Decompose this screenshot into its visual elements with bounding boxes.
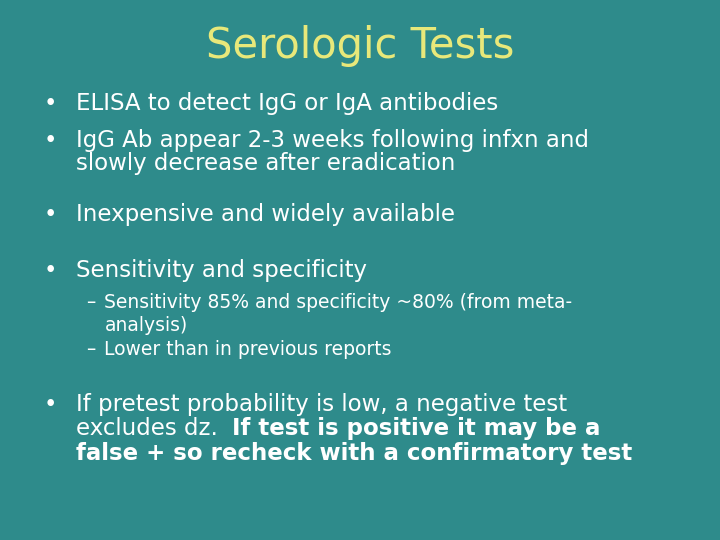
Text: •: • <box>43 393 57 416</box>
Text: If test is positive it may be a: If test is positive it may be a <box>232 417 600 440</box>
Text: •: • <box>43 259 57 282</box>
Text: –: – <box>86 293 96 312</box>
Text: –: – <box>86 340 96 359</box>
Text: analysis): analysis) <box>104 316 188 335</box>
Text: Sensitivity 85% and specificity ~80% (from meta-: Sensitivity 85% and specificity ~80% (fr… <box>104 293 572 312</box>
Text: •: • <box>43 202 57 226</box>
Text: slowly decrease after eradication: slowly decrease after eradication <box>76 152 455 176</box>
Text: excludes dz.: excludes dz. <box>76 417 232 440</box>
Text: false + so recheck with a confirmatory test: false + so recheck with a confirmatory t… <box>76 442 632 465</box>
Text: •: • <box>43 92 57 115</box>
Text: Sensitivity and specificity: Sensitivity and specificity <box>76 259 366 282</box>
Text: Serologic Tests: Serologic Tests <box>206 25 514 67</box>
Text: Lower than in previous reports: Lower than in previous reports <box>104 340 392 359</box>
Text: If pretest probability is low, a negative test: If pretest probability is low, a negativ… <box>76 393 567 416</box>
Text: •: • <box>43 129 57 152</box>
Text: IgG Ab appear 2-3 weeks following infxn and: IgG Ab appear 2-3 weeks following infxn … <box>76 129 589 152</box>
Text: ELISA to detect IgG or IgA antibodies: ELISA to detect IgG or IgA antibodies <box>76 92 498 115</box>
Text: Inexpensive and widely available: Inexpensive and widely available <box>76 202 454 226</box>
